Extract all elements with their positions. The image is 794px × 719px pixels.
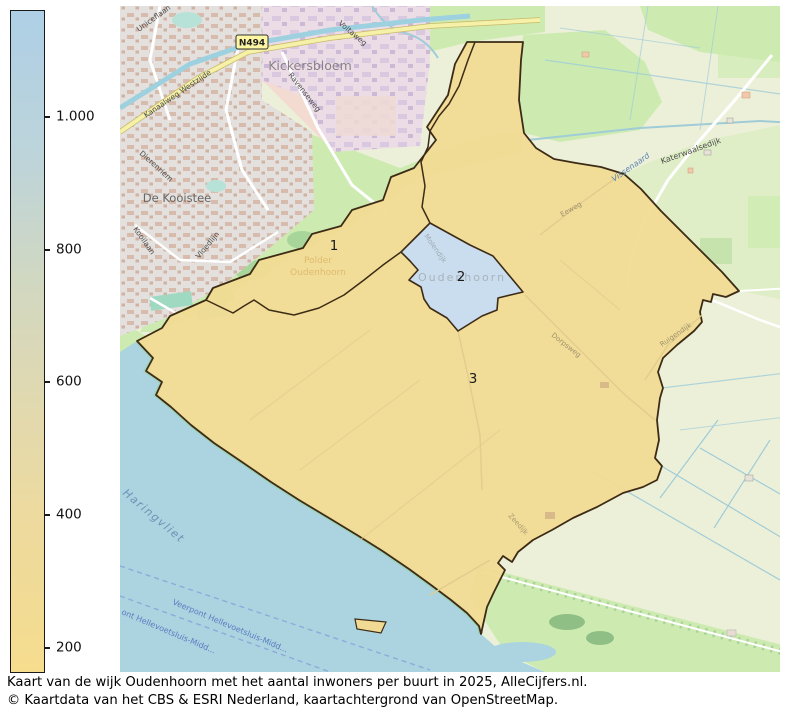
area-label-de-kooistee: De Kooistee	[143, 191, 211, 205]
polder-label-line1: Polder	[304, 256, 332, 266]
region-3-number: 3	[469, 371, 478, 387]
waterways	[371, 5, 794, 581]
interior-buildings	[545, 382, 609, 519]
legend-tick	[44, 249, 50, 251]
legend-tick-label: 600	[56, 373, 82, 390]
buurt-1-3-boundary	[205, 41, 476, 316]
canal-and-main-road	[118, 13, 541, 135]
region-2-polygon	[400, 222, 524, 332]
ferry-routes	[119, 565, 431, 673]
region-2-number: 2	[457, 269, 466, 285]
caption-line1: Kaart van de wijk Oudenhoorn met het aan…	[7, 675, 588, 690]
legend-tick-label: 200	[56, 639, 82, 656]
beach-spur	[354, 618, 387, 634]
region-1-number: 1	[330, 238, 339, 254]
region-1-3-polygon	[136, 41, 740, 635]
caption-line2: © Kaartdata van het CBS & ESRI Nederland…	[7, 693, 559, 708]
haringvliet-water	[120, 341, 545, 672]
area-label-kickersbloem: Kickersbloem	[268, 58, 352, 73]
legend-tick	[44, 514, 50, 516]
interior-field-lines	[249, 174, 703, 596]
village-label-oudenhoorn: Oudenhoorn	[418, 271, 506, 284]
road-badge-n494: N494	[235, 34, 269, 50]
legend-tick	[44, 381, 50, 383]
legend-tick	[44, 647, 50, 649]
polder-label-line2: Oudenhoorn	[290, 268, 346, 278]
farm-buildings	[581, 51, 754, 482]
legend-tick	[44, 116, 50, 118]
legend-tick-label: 1.000	[56, 108, 95, 125]
dike-strip	[470, 566, 794, 672]
legend-tick-label: 400	[56, 506, 82, 523]
svg-text:N494: N494	[239, 39, 265, 49]
legend-colorbar	[10, 10, 45, 673]
map-canvas: Polder Oudenhoorn Oudenhoorn Molendijk 1…	[118, 3, 794, 673]
caption: Kaart van de wijk Oudenhoorn met het aan…	[7, 674, 787, 710]
legend-tick-label: 800	[56, 241, 82, 258]
